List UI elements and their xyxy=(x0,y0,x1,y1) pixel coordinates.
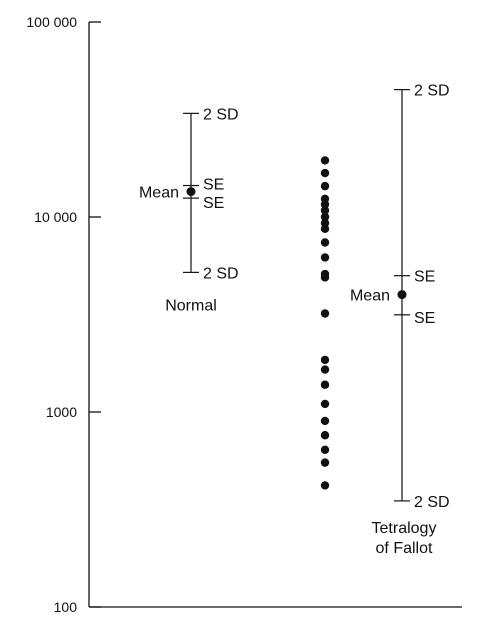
data-point xyxy=(320,194,330,203)
normal-group-label: Normal xyxy=(165,297,217,314)
data-point xyxy=(320,218,330,228)
data-point xyxy=(320,168,330,178)
data-point xyxy=(320,269,330,279)
data-point xyxy=(320,416,330,426)
data-point xyxy=(320,399,330,409)
axes: 100 1000 10 000 100 000 xyxy=(26,14,462,615)
normal-sd-upper-label: 2 SD xyxy=(203,106,239,123)
data-point xyxy=(320,365,330,374)
y-tick-label: 1000 xyxy=(46,404,77,420)
y-tick-label: 100 000 xyxy=(26,14,77,30)
tetralogy-group-label: Tetralogy xyxy=(372,520,437,537)
tetralogy-se-upper-label: SE xyxy=(414,269,435,286)
tetralogy-sd-upper-label: 2 SD xyxy=(414,83,450,100)
data-point xyxy=(320,238,330,247)
data-point xyxy=(320,445,330,454)
y-tick-label: 10 000 xyxy=(34,209,77,225)
tetralogy-group: 2 SD 2 SD SE SE Mean Tetralogy of Fallot xyxy=(320,83,450,557)
normal-mean-point xyxy=(186,187,196,197)
tetralogy-mean-point xyxy=(397,290,407,300)
data-point xyxy=(320,253,330,262)
data-point xyxy=(320,481,330,490)
tetralogy-sd-lower-label: 2 SD xyxy=(414,494,450,511)
normal-se-lower-label: SE xyxy=(203,195,224,212)
data-point xyxy=(320,309,330,318)
data-point xyxy=(320,206,330,215)
normal-se-upper-label: SE xyxy=(203,177,224,194)
data-point xyxy=(320,458,330,467)
tetralogy-mean-label: Mean xyxy=(350,288,390,305)
normal-sd-lower-label: 2 SD xyxy=(203,265,239,282)
data-point xyxy=(320,431,330,440)
data-point xyxy=(320,380,330,389)
tetralogy-group-label: of Fallot xyxy=(376,540,433,557)
data-point xyxy=(320,212,330,222)
data-point xyxy=(320,156,330,165)
tetralogy-se-lower-label: SE xyxy=(414,310,435,327)
data-point xyxy=(320,355,330,365)
data-point xyxy=(320,181,330,191)
y-tick-label: 100 xyxy=(54,599,78,615)
normal-mean-label: Mean xyxy=(139,185,179,202)
